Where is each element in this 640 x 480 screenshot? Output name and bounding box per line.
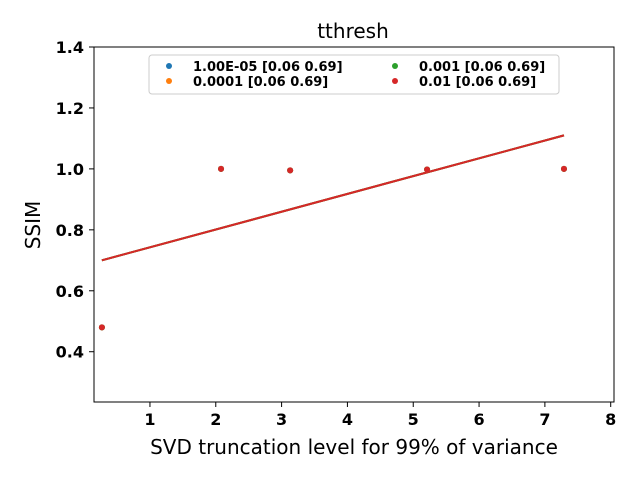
x-tick-label: 4 [342, 410, 353, 429]
legend-marker [166, 63, 172, 69]
y-tick-label: 1.0 [56, 160, 84, 179]
legend-label: 1.00E-05 [0.06 0.69] [193, 60, 343, 75]
y-tick-label: 0.6 [56, 282, 84, 301]
legend: 1.00E-05 [0.06 0.69]0.0001 [0.06 0.69] 0.… [148, 54, 560, 95]
x-tick-label: 1 [144, 410, 155, 429]
data-point [98, 324, 105, 331]
data-point [218, 165, 225, 172]
y-tick-label: 0.4 [56, 343, 84, 362]
legend-label: 0.0001 [0.06 0.69] [193, 75, 328, 90]
legend-marker [392, 63, 398, 69]
data-point [424, 166, 431, 173]
y-axis-ticks: 0.4 0.6 0.8 1.0 1.2 1.4 [56, 38, 94, 362]
data-point [287, 167, 294, 174]
legend-marker [166, 78, 172, 84]
plot-frame [93, 46, 615, 403]
legend-label: 0.001 [0.06 0.69] [419, 60, 545, 75]
legend-label: 0.01 [0.06 0.69] [419, 75, 536, 90]
fit-line [101, 134, 565, 262]
x-tick-label: 7 [539, 410, 550, 429]
fit-lines [101, 134, 565, 262]
legend-box [148, 54, 560, 95]
x-tick-label: 8 [605, 410, 616, 429]
y-tick-label: 1.2 [56, 99, 84, 118]
data-points [98, 165, 567, 331]
x-axis-ticks: 1 2 3 4 5 6 7 8 [144, 402, 616, 429]
x-axis-label: SVD truncation level for 99% of variance [150, 435, 558, 459]
x-tick-label: 6 [473, 410, 484, 429]
x-tick-label: 2 [210, 410, 221, 429]
legend-marker [392, 78, 398, 84]
x-tick-label: 5 [408, 410, 419, 429]
x-tick-label: 3 [276, 410, 287, 429]
y-axis-label: SSIM [21, 201, 45, 250]
y-tick-label: 0.8 [56, 221, 84, 240]
data-point [560, 165, 567, 172]
chart-title: tthresh [317, 19, 389, 43]
y-tick-label: 1.4 [56, 38, 84, 57]
